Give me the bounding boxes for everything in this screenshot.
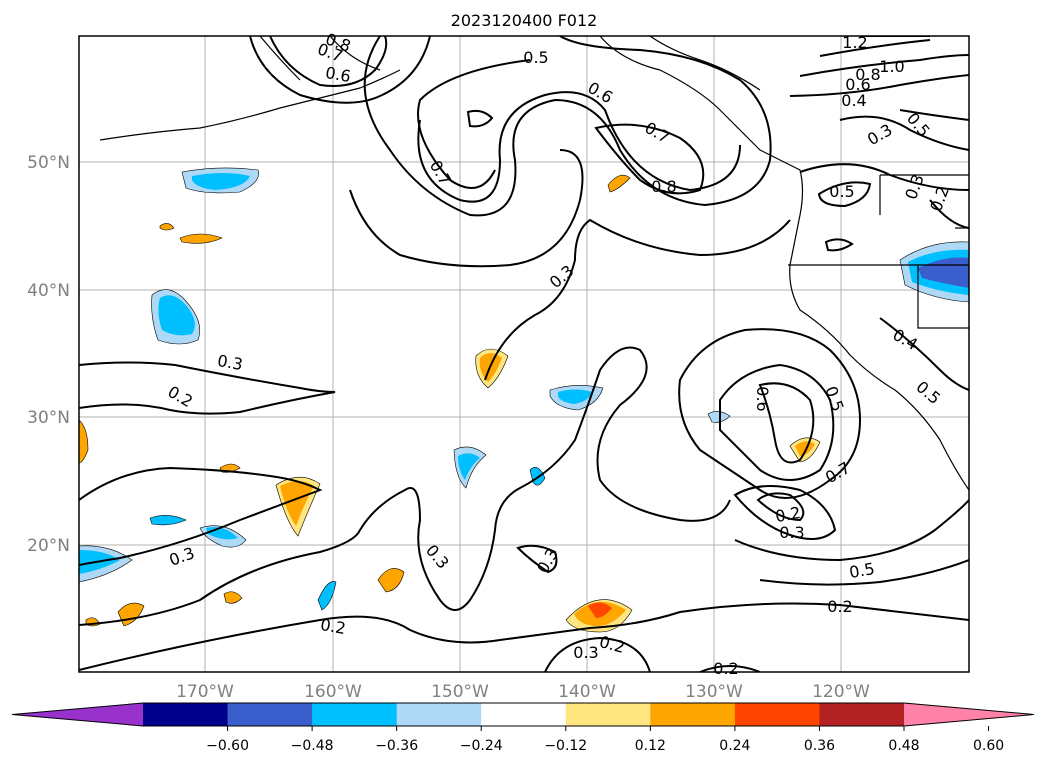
lon-label: 170°W (176, 682, 234, 702)
blue-blob (149, 515, 187, 526)
colorbar-extend-low (12, 703, 143, 726)
colorbar-segment (565, 703, 651, 726)
lon-label: 160°W (304, 682, 362, 702)
contour-label: 1.2 (842, 33, 867, 52)
contour-lines (79, 36, 969, 672)
map-title: 2023120400 F012 (451, 11, 598, 30)
contour-label: 0.2 (319, 615, 347, 638)
lon-label: 130°W (685, 682, 743, 702)
contour-label: 0.5 (848, 559, 876, 582)
colorbar-tick-label: −0.24 (460, 738, 503, 754)
contour-label: 0.5 (523, 48, 548, 67)
colorbar-tick-label: −0.48 (291, 738, 334, 754)
blue-blob (192, 173, 250, 190)
contour-label: 0.3 (216, 351, 244, 374)
lat-label: 20°N (27, 536, 70, 556)
orange-blob (588, 602, 612, 618)
contour-label: 0.8 (855, 65, 880, 84)
colorbar: −0.60 −0.48 −0.36 −0.24 −0.12 0.12 0.24 0.36 0.4… (11, 702, 1035, 754)
lat-label: 30°N (27, 408, 70, 428)
contour-label: 0.5 (829, 182, 854, 201)
contour-label: 0.4 (841, 91, 866, 110)
contour-label: 1.0 (879, 57, 904, 76)
orange-blob (795, 441, 815, 456)
lon-label: 140°W (558, 682, 616, 702)
longitude-labels: 170°W 160°W 150°W 140°W 130°W 120°W (176, 682, 870, 702)
colorbar-tick-label: −0.36 (375, 738, 418, 754)
colorbar-outline (11, 702, 1035, 727)
orange-blob (607, 174, 631, 193)
contour-label: 0.2 (713, 659, 738, 678)
colorbar-segment (312, 703, 398, 726)
contour-label: 0.6 (324, 63, 352, 86)
orange-blob (179, 233, 223, 244)
colorbar-tick-label: −0.60 (206, 738, 249, 754)
lat-label: 40°N (27, 281, 70, 301)
contour-label: 0.3 (573, 643, 598, 662)
coastlines (99, 36, 969, 491)
lon-label: 150°W (431, 682, 489, 702)
orange-blob (223, 591, 243, 604)
plot-frame (78, 35, 970, 673)
contour-label: 0.6 (845, 75, 870, 94)
colorbar-tick-label: 0.24 (719, 738, 750, 754)
colorbar-segment (734, 703, 820, 726)
colorbar-segment (481, 703, 567, 726)
colorbar-segment (396, 703, 482, 726)
contour-label: 0.2 (827, 597, 852, 616)
orange-blob (280, 481, 314, 526)
lon-label: 120°W (812, 682, 870, 702)
blue-blob (158, 295, 195, 336)
colorbar-tick-label: 0.36 (804, 738, 835, 754)
colorbar-extend-high (904, 703, 1034, 726)
colorbar-segment (227, 703, 313, 726)
contour-label: 0.8 (651, 177, 676, 196)
colorbar-segment (143, 703, 229, 726)
colorbar-tick-label: 0.60 (973, 738, 1004, 754)
colorbar-tick-label: 0.12 (635, 738, 666, 754)
colorbar-tick-label: 0.48 (888, 738, 919, 754)
blue-blob (317, 581, 337, 611)
lat-label: 50°N (27, 153, 70, 173)
colorbar-segment (650, 703, 736, 726)
blue-blob (558, 389, 592, 404)
latitude-labels: 50°N 40°N 30°N 20°N (27, 153, 70, 556)
contour-label: 0.2 (774, 503, 802, 526)
orange-blob (159, 223, 175, 231)
colorbar-tick-label: −0.12 (544, 738, 587, 754)
orange-blob (79, 419, 89, 463)
plot-area (79, 36, 969, 672)
colorbar-segment (819, 703, 905, 726)
orange-blob (377, 568, 405, 593)
contour-label: 0.3 (779, 523, 804, 542)
graticule (79, 36, 969, 672)
contour-label: 0.6 (753, 386, 772, 411)
blue-blob (458, 453, 480, 480)
